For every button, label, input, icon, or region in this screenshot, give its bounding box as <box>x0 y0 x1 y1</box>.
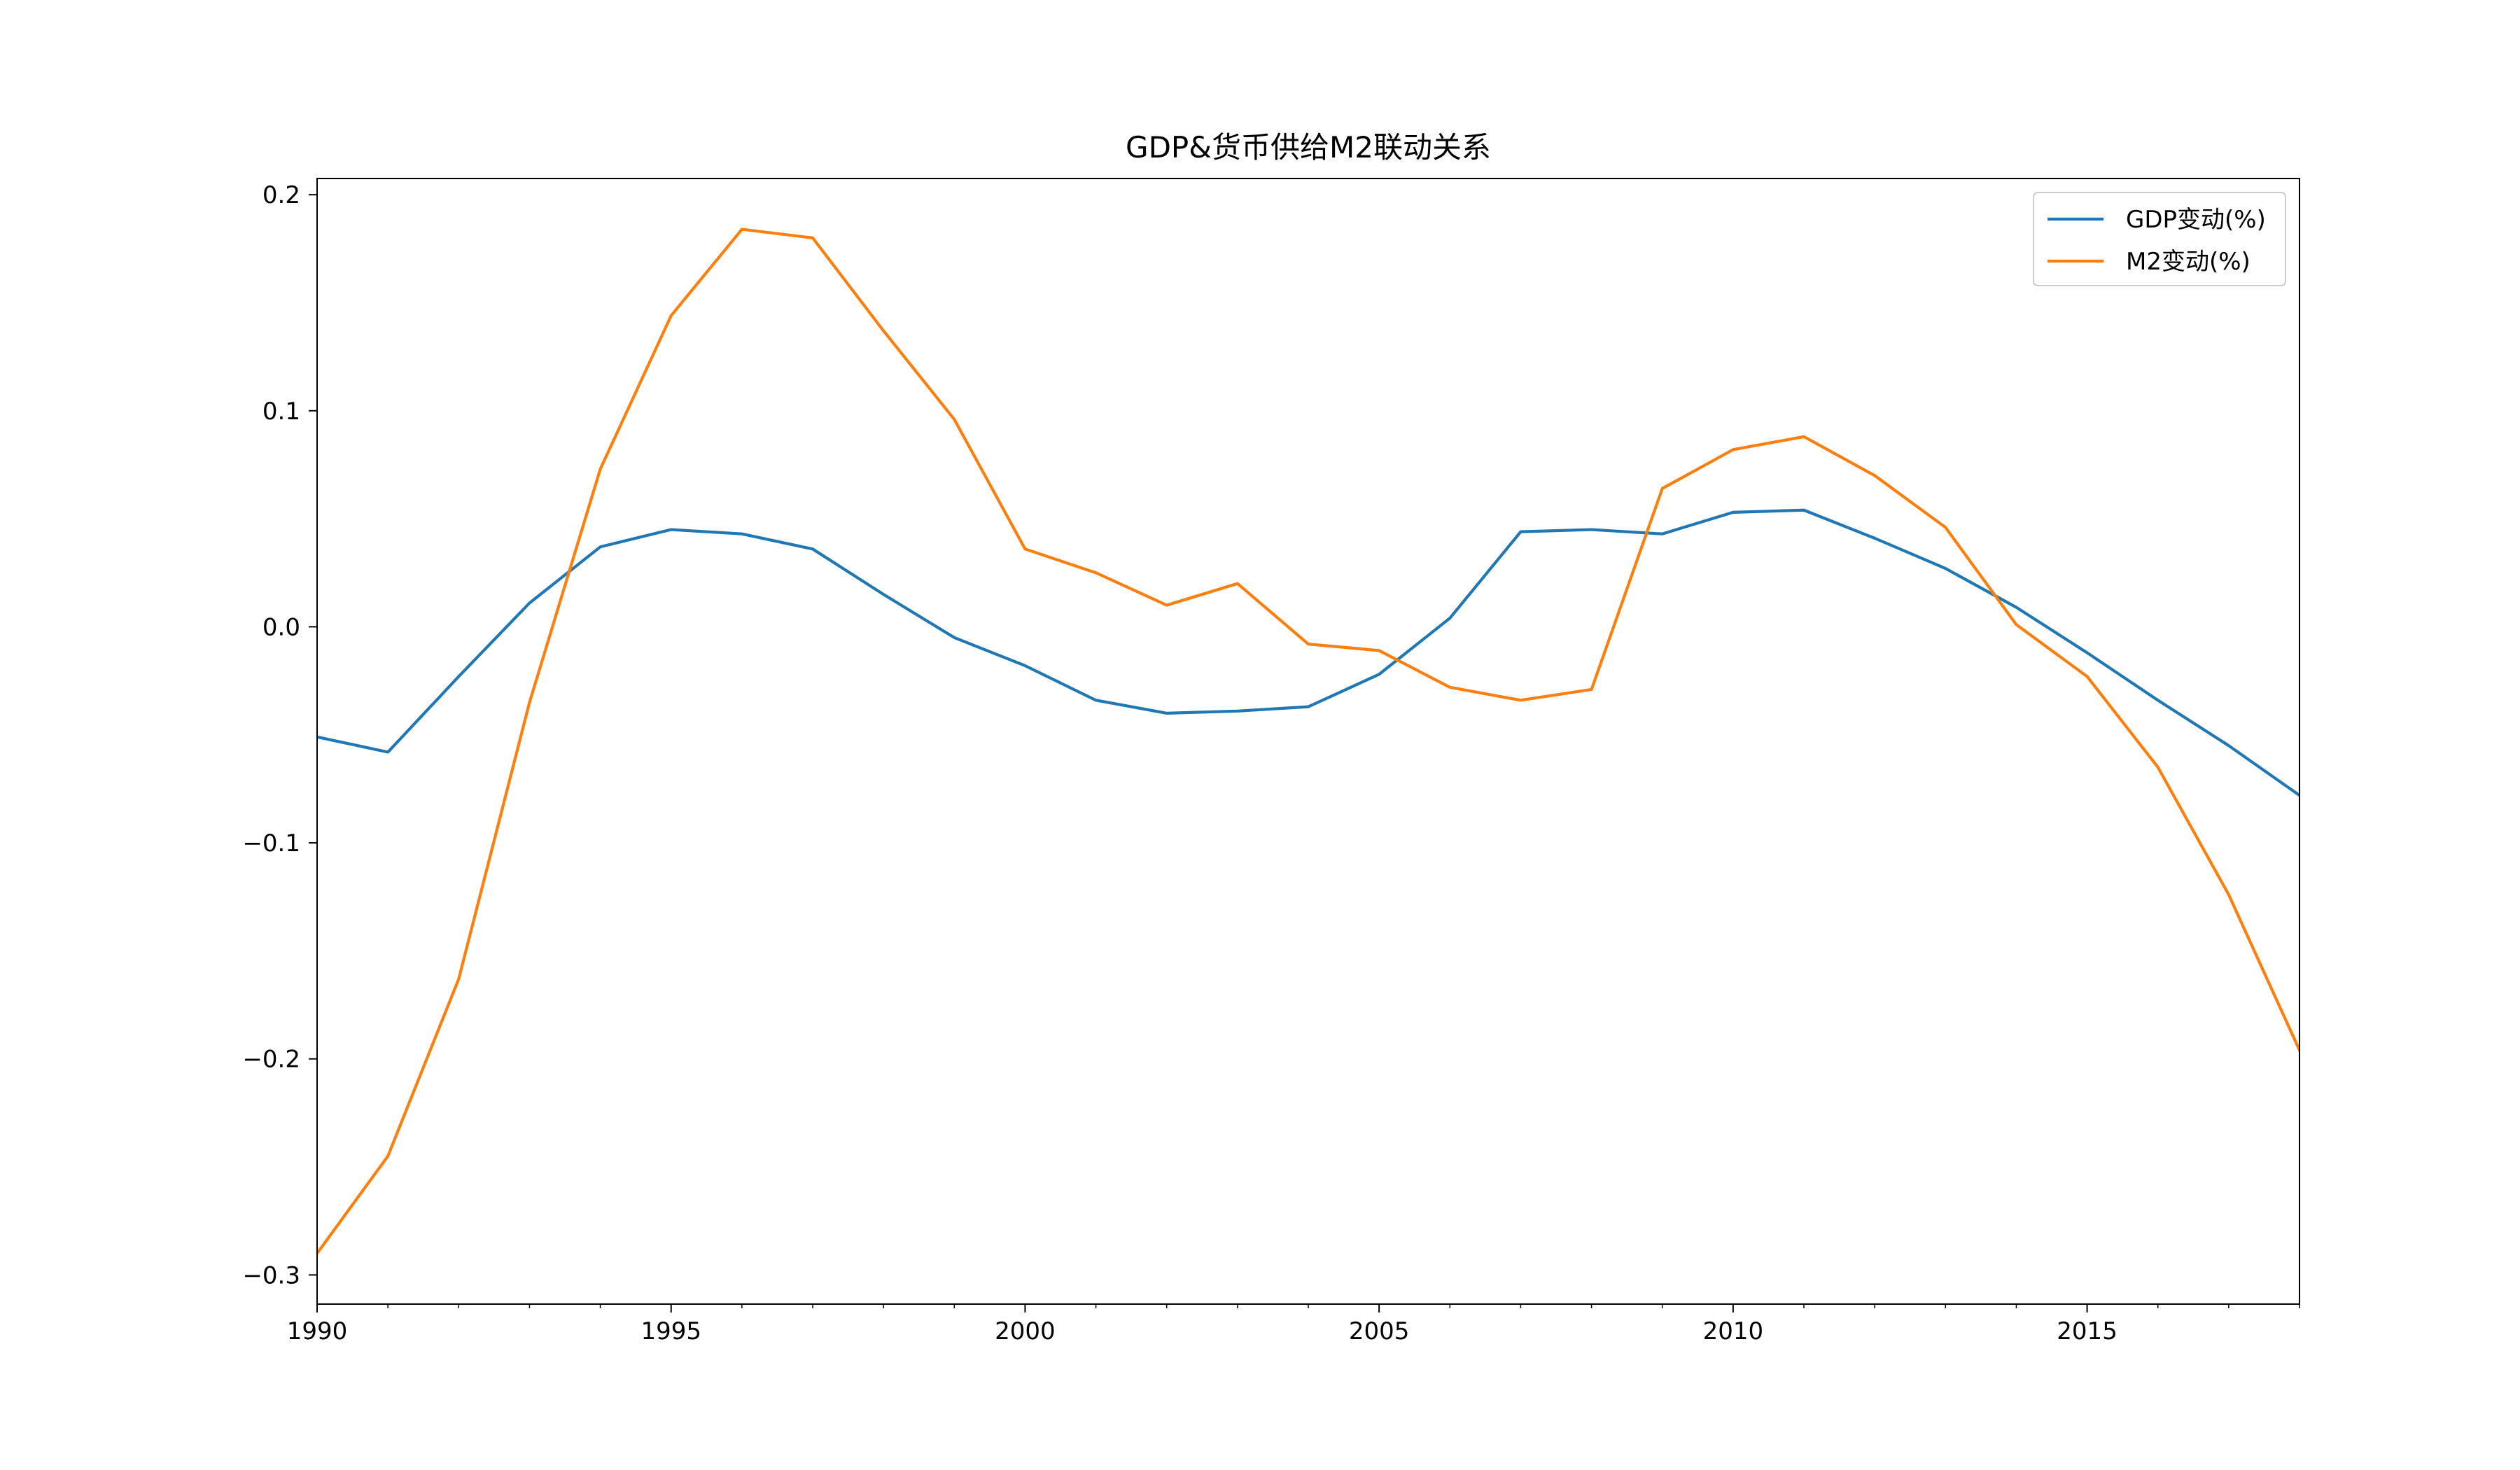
x-tick-label: 2000 <box>995 1317 1056 1345</box>
y-tick-label: 0.1 <box>262 398 300 426</box>
x-tick-label: 2010 <box>1703 1317 1764 1345</box>
series-line-gdp <box>317 508 2300 797</box>
x-tick-label: 1990 <box>287 1317 348 1345</box>
plot-area <box>317 227 2300 1256</box>
x-tick-label: 1995 <box>640 1317 701 1345</box>
series-line-m2 <box>317 227 2300 1256</box>
legend: GDP变动(%) M2变动(%) <box>2033 192 2286 286</box>
x-tick-label: 2015 <box>2057 1317 2118 1345</box>
y-tick-label: −0.3 <box>242 1261 300 1289</box>
y-tick-label: 0.2 <box>262 181 300 209</box>
legend-item: M2变动(%) <box>2047 248 2250 276</box>
y-tick-label: 0.0 <box>262 613 300 641</box>
legend-item: GDP变动(%) <box>2047 206 2266 234</box>
x-tick-label: 2005 <box>1349 1317 1410 1345</box>
legend-label: GDP变动(%) <box>2126 206 2266 234</box>
chart-title: GDP&货币供给M2联动关系 <box>1126 130 1491 164</box>
y-tick-label: −0.2 <box>242 1046 300 1074</box>
legend-label: M2变动(%) <box>2126 248 2250 276</box>
y-tick-label: −0.1 <box>242 830 300 858</box>
axes: 1990 1995 2000 2005 2010 2015 −0.3 −0.2 −0.1 0.0 0… <box>242 178 2300 1345</box>
